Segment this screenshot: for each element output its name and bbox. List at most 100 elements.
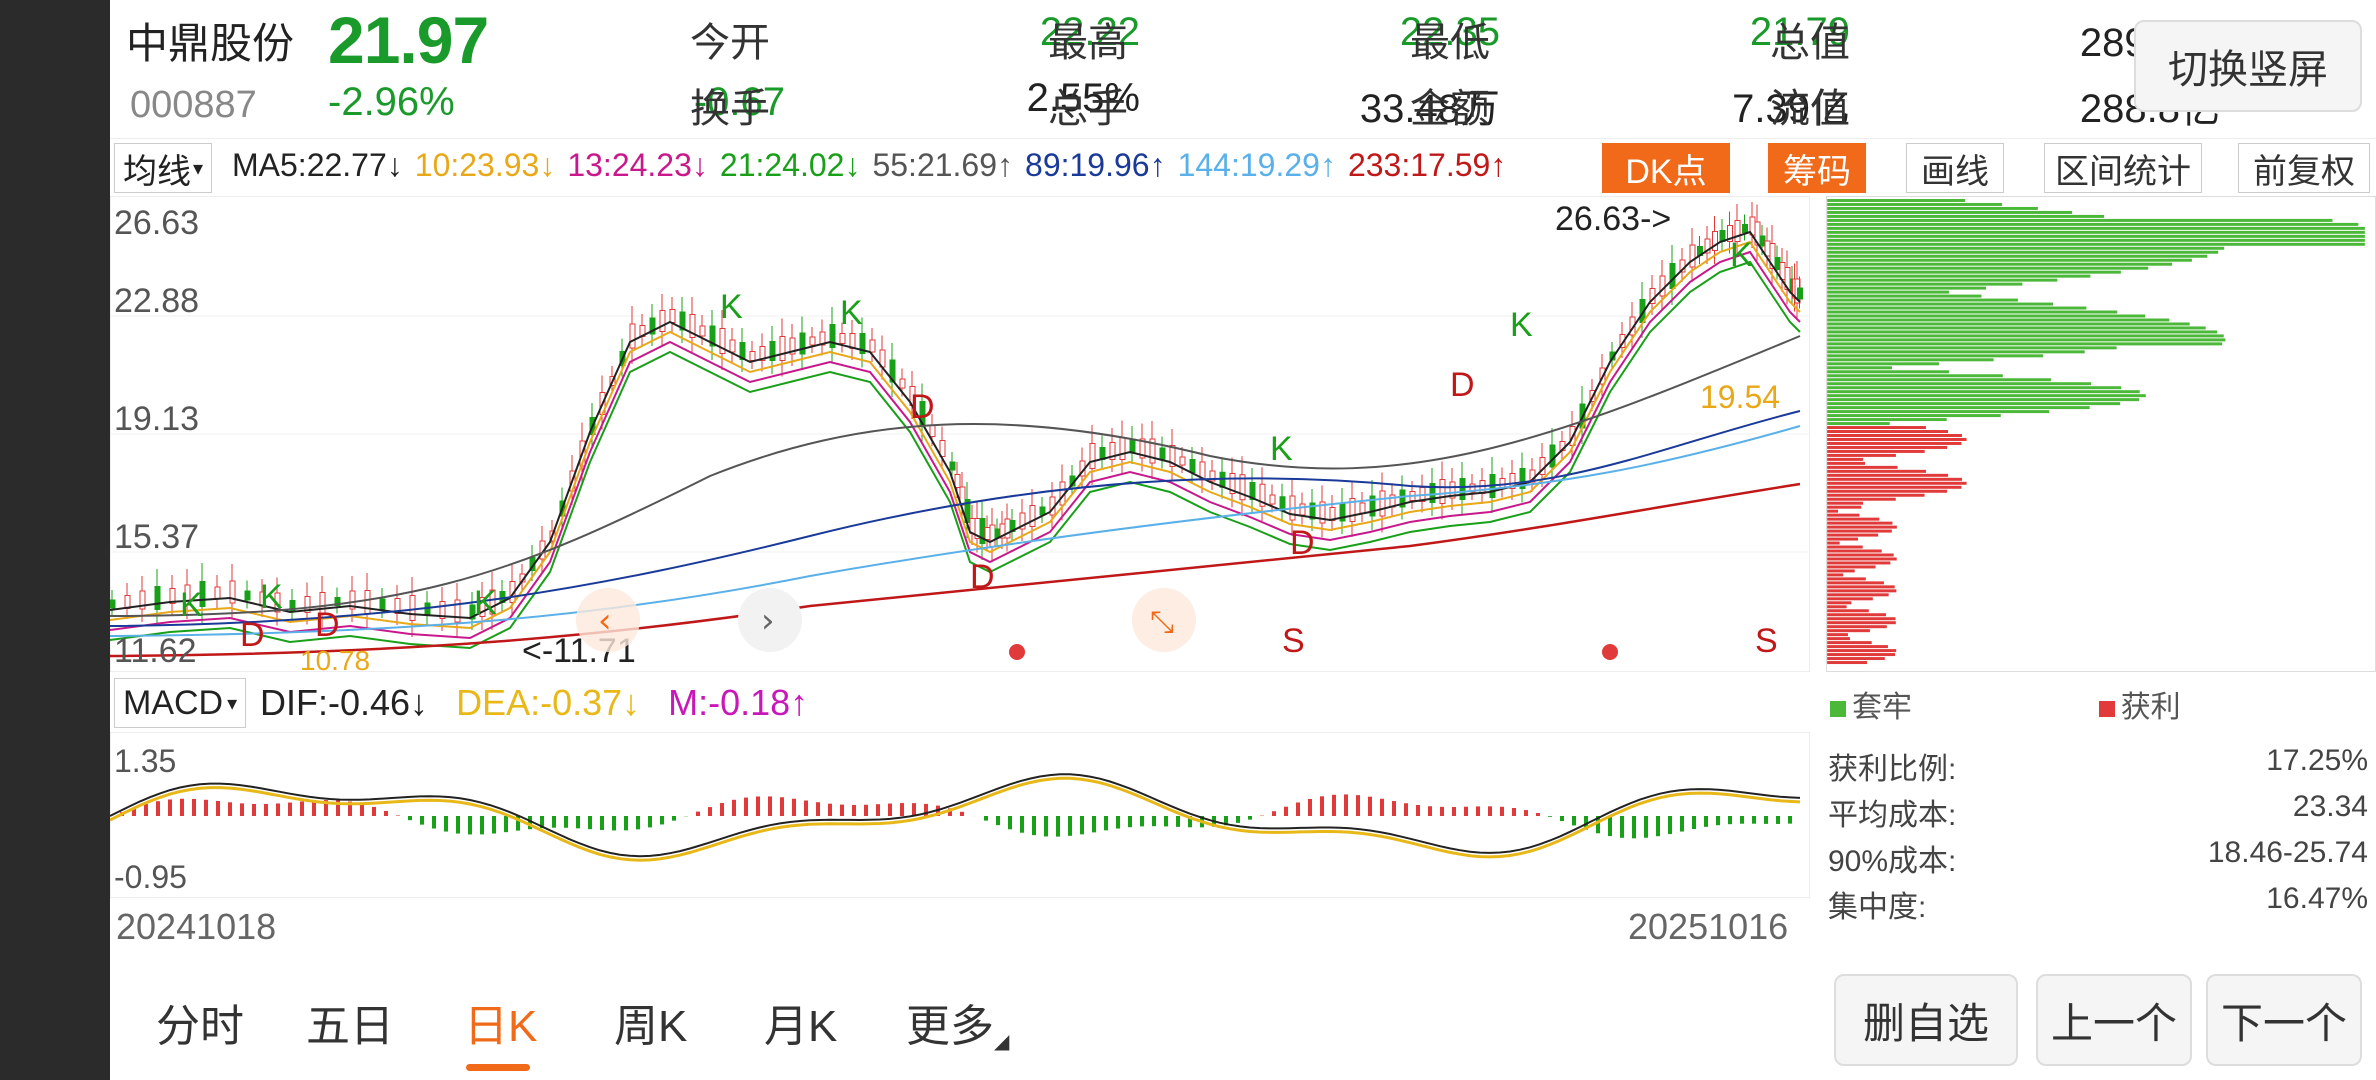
chip-bar <box>1827 358 1994 362</box>
macd-histogram-bar <box>1548 816 1552 817</box>
collapse-button[interactable] <box>1132 588 1196 652</box>
macd-histogram-bar <box>696 811 700 816</box>
ma-value: 55:21.69↑ <box>872 147 1014 183</box>
candle <box>1689 244 1696 268</box>
chip-bar <box>1827 402 2121 406</box>
event-dot <box>1009 644 1025 660</box>
candle <box>1742 224 1748 233</box>
candle <box>829 324 836 348</box>
macd-histogram-bar <box>588 816 592 830</box>
candle <box>1509 473 1516 489</box>
y-tick-label: 11.62 <box>114 632 197 670</box>
trapped-label: 套牢 <box>1852 691 1912 724</box>
chip-bar <box>1827 422 1890 426</box>
previous-stock-button[interactable]: 上一个 <box>2036 974 2192 1066</box>
start-date: 20241018 <box>116 906 277 947</box>
macd-histogram-bar <box>1656 816 1660 837</box>
ma-values: MA5:22.77↓ 10:23.93↓ 13:24.23↓ 21:24.02↓ 55:… <box>232 147 1518 184</box>
avg-cost-value: 23.34 <box>2292 790 2368 823</box>
stock-code: 000887 <box>130 84 257 126</box>
stock-detail-screen: 中鼎股份 21.97 000887 -2.96% -0.67 今开 22.22 … <box>110 0 2376 1080</box>
macd-histogram-bar <box>564 816 568 828</box>
macd-histogram-bar <box>1296 802 1300 816</box>
tab-weekly-k[interactable]: 周K <box>614 1002 688 1051</box>
chip-bar <box>1827 426 1926 430</box>
high-label: 最高 <box>1048 21 1128 65</box>
candle <box>799 332 806 355</box>
chip-bar <box>1827 497 1896 501</box>
macd-histogram-bar <box>1452 806 1456 816</box>
chip-bar <box>1827 362 1939 366</box>
draw-line-button[interactable]: 画线 <box>1906 143 2004 193</box>
next-stock-button[interactable]: 下一个 <box>2206 974 2362 1066</box>
macd-histogram-bar <box>1788 816 1792 824</box>
remove-watchlist-button[interactable]: 删自选 <box>1834 974 2018 1066</box>
chip-bar <box>1827 601 1852 605</box>
chip-button[interactable]: 筹码 <box>1768 143 1866 193</box>
switch-portrait-button[interactable]: 切换竖屏 <box>2134 20 2362 112</box>
forward-adjust-button[interactable]: 前复权 <box>2238 143 2370 193</box>
macd-histogram-bar <box>720 803 724 816</box>
ma55-line <box>110 335 1801 617</box>
chip-bar <box>1827 477 1962 481</box>
chip-stat-row: 集中度: 16.47% <box>1828 882 2368 926</box>
chip-bar <box>1827 501 1864 505</box>
candle <box>1429 483 1436 503</box>
chip-bar <box>1827 453 1896 457</box>
ma-value: 89:19.96↑ <box>1025 147 1166 183</box>
macd-histogram-bar <box>816 802 820 816</box>
chip-bar <box>1827 597 1873 601</box>
chip-bar <box>1827 657 1885 661</box>
chip-bar <box>1827 645 1888 649</box>
macd-histogram-bar <box>1524 810 1528 816</box>
candle <box>659 310 666 332</box>
dk-point-button[interactable]: DK点 <box>1602 143 1730 193</box>
chip-bar <box>1827 418 1947 422</box>
candle <box>839 333 846 344</box>
candle <box>819 331 826 346</box>
ma-line <box>110 240 1801 630</box>
chip-bar <box>1827 202 2003 206</box>
candle <box>1149 438 1156 464</box>
ma-value: 13:24.23↓ <box>567 147 708 183</box>
candle <box>1449 481 1456 499</box>
candle <box>1129 438 1136 454</box>
chip-bar <box>1827 481 1967 485</box>
chevron-left-icon: ‹ <box>598 601 612 641</box>
macd-histogram-bar <box>192 798 196 816</box>
macd-histogram-bar <box>1368 796 1372 816</box>
range-stats-button[interactable]: 区间统计 <box>2044 143 2202 193</box>
chip-bar <box>1827 414 2001 418</box>
ma-line <box>110 230 1801 620</box>
chip-bar <box>1827 390 2140 394</box>
chip-bar <box>1827 290 1949 294</box>
tab-more[interactable]: 更多◢ <box>906 990 1009 1054</box>
macd-histogram-bar <box>948 808 952 816</box>
tab-five-day[interactable]: 五日 <box>306 1002 394 1051</box>
macd-histogram-bar <box>420 816 424 825</box>
chip-bar <box>1827 254 2208 258</box>
tab-monthly-k[interactable]: 月K <box>764 1002 838 1051</box>
chip-bar <box>1827 593 1889 597</box>
tab-daily-k[interactable]: 日K <box>464 1002 538 1051</box>
macd-histogram-bar <box>1032 816 1036 836</box>
chip-bar <box>1827 342 2223 346</box>
chip-bar <box>1827 545 1863 549</box>
scroll-right-button[interactable] <box>738 588 802 652</box>
macd-histogram-bar <box>1692 816 1696 830</box>
macd-histogram-bar <box>1668 816 1672 835</box>
scroll-left-button[interactable] <box>576 588 640 652</box>
candle <box>379 598 386 610</box>
chip-bar <box>1827 354 2043 358</box>
macd-dropdown[interactable]: MACD ▾ <box>114 678 247 728</box>
candle <box>769 341 776 361</box>
macd-histogram-bar <box>744 797 748 816</box>
macd-histogram-bar <box>1092 816 1096 833</box>
chip-bar <box>1827 366 1892 370</box>
profit-label: 获利 <box>2120 691 2181 724</box>
macd-histogram-bar <box>444 816 448 832</box>
ma-dropdown[interactable]: 均线 ▾ <box>114 143 213 193</box>
tab-intraday[interactable]: 分时 <box>156 1002 244 1051</box>
macd-chart[interactable]: 1.35 -0.95 <box>110 732 1810 898</box>
